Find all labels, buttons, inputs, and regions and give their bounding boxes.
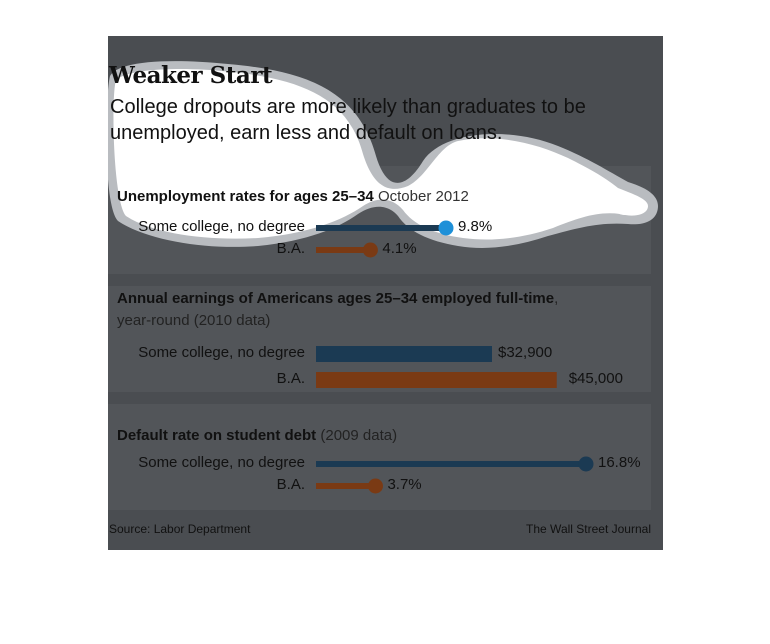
chart3-row1-category: Some college, no degree [138, 454, 305, 471]
chart1-row2-category: B.A. [276, 240, 305, 257]
chart1-row1-value: 9.8% [458, 218, 493, 235]
chart1-row1-dot [438, 220, 454, 236]
default-title: Default rate on student debt (2009 data) [117, 427, 397, 444]
infographic-card: Weaker Start College dropouts are more l… [108, 36, 663, 550]
chart3-row2-value: 3.7% [387, 476, 422, 493]
chart1-row2-dot [362, 242, 378, 258]
source-note: Source: Labor Department [109, 522, 251, 536]
chart2-row2-value: $45,000 [568, 370, 623, 387]
chart-subtitle: College dropouts are more likely than gr… [110, 96, 586, 144]
chart2-row2-bar [316, 372, 557, 388]
earnings-title: Annual earnings of Americans ages 25–34 … [117, 290, 558, 307]
unemployment-title-light: October 2012 [377, 188, 469, 205]
chart3-row2-category: B.A. [276, 476, 305, 493]
publisher-credit: The Wall Street Journal [526, 522, 651, 536]
earnings-title-bold: Annual earnings of Americans ages 25–34 … [117, 290, 555, 307]
chart2-row1-bar [316, 346, 492, 362]
default-panel [108, 404, 651, 510]
chart-title: Weaker Start [109, 62, 273, 89]
chart3-row1-dot [578, 456, 594, 472]
chart3-row2-dot [367, 478, 383, 494]
earnings-title-comma: , [554, 290, 559, 307]
bar-charts [316, 220, 594, 494]
unemployment-title: Unemployment rates for ages 25–34 Octobe… [117, 188, 469, 205]
default-title-light: (2009 data) [320, 427, 398, 444]
white-scribble-overlay [108, 61, 658, 248]
chart1-row1-category: Some college, no degree [138, 218, 305, 235]
chart2-row2-category: B.A. [276, 370, 305, 387]
earnings-title-line2: year-round (2010 data) [117, 312, 271, 329]
chart2-row1-category: Some college, no degree [138, 344, 305, 361]
chart1-row2-value: 4.1% [382, 240, 417, 257]
unemployment-title-bold: Unemployment rates for ages 25–34 [117, 188, 374, 205]
default-title-bold: Default rate on student debt [117, 427, 317, 444]
chart2-row1-value: $32,900 [498, 344, 553, 361]
chart3-row1-value: 16.8% [598, 454, 641, 471]
